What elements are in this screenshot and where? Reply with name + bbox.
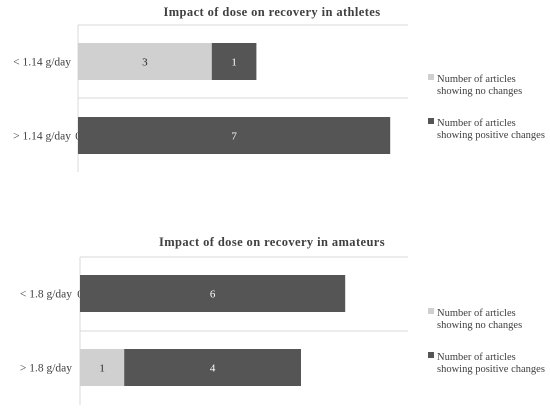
legend-swatch-no-changes bbox=[428, 308, 434, 314]
legend-label-positive-changes: Number of articles showing positive chang… bbox=[437, 352, 545, 375]
category-tick-label: > 1.14 g/day bbox=[13, 131, 71, 143]
legend-label-positive-changes: Number of articles showing positive chang… bbox=[437, 118, 545, 141]
bar-positive-changes bbox=[124, 349, 301, 386]
category-tick-label: < 1.14 g/day bbox=[13, 57, 71, 69]
legend-label-no-changes: Number of articles showing no changes bbox=[437, 74, 522, 97]
bar-no-changes bbox=[80, 349, 125, 386]
data-label: 1 bbox=[231, 57, 237, 69]
data-label: 6 bbox=[210, 289, 216, 301]
legend-swatch-positive-changes bbox=[428, 352, 434, 358]
chart-title: Impact of dose on recovery in amateurs bbox=[159, 235, 385, 249]
data-label: 1 bbox=[99, 363, 105, 375]
bar-positive-changes bbox=[80, 275, 346, 312]
legend-label-no-changes: Number of articles showing no changes bbox=[437, 308, 522, 331]
data-label: 4 bbox=[210, 363, 216, 375]
bar-positive-changes bbox=[211, 43, 257, 80]
legend-swatch-no-changes bbox=[428, 74, 434, 80]
data-label: 3 bbox=[142, 57, 148, 69]
category-tick-label: > 1.8 g/day bbox=[20, 363, 72, 375]
category-tick-label: < 1.8 g/day bbox=[20, 289, 72, 301]
bar-no-changes bbox=[78, 43, 212, 80]
legend-swatch-positive-changes bbox=[428, 118, 434, 124]
bar-positive-changes bbox=[78, 117, 391, 154]
chart-title: Impact of dose on recovery in athletes bbox=[163, 5, 380, 19]
data-label: 7 bbox=[231, 131, 237, 143]
